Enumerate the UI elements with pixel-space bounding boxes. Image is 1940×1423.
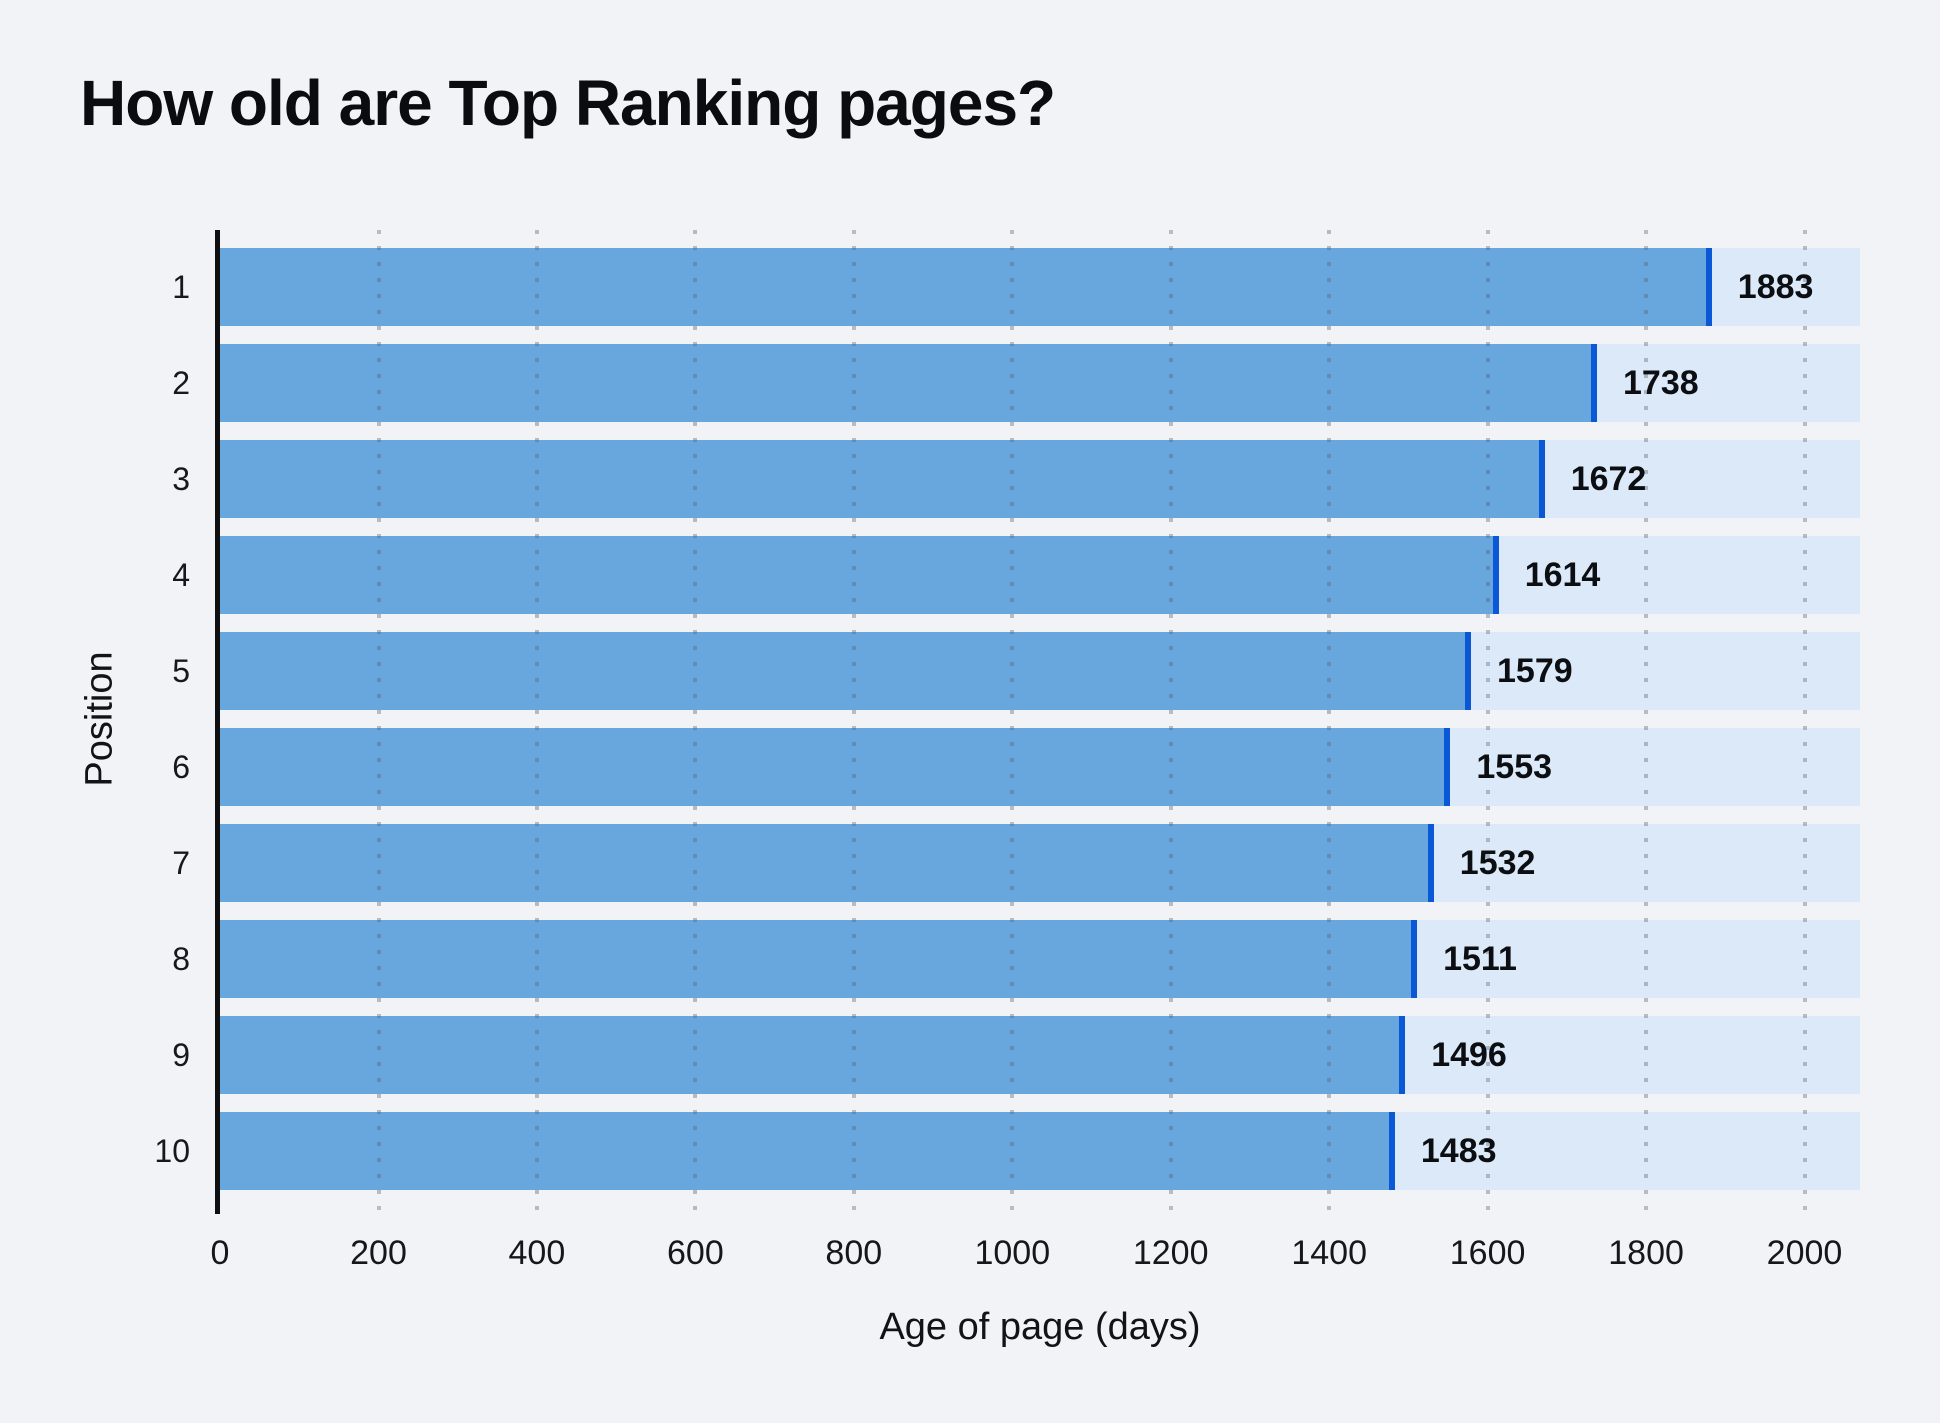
x-tick-label: 1600 xyxy=(1449,1234,1526,1272)
bar xyxy=(220,920,1418,998)
bar-track xyxy=(220,1112,1860,1190)
bar-track xyxy=(220,824,1860,902)
gridline xyxy=(1644,230,1649,1214)
x-tick-label: 1400 xyxy=(1291,1234,1367,1272)
x-tick-label: 1800 xyxy=(1608,1234,1684,1272)
x-tick-label: 2000 xyxy=(1766,1234,1843,1272)
y-tick-label: 10 xyxy=(154,1132,190,1169)
y-tick-label: 7 xyxy=(172,844,190,881)
x-tick-label: 1200 xyxy=(1132,1234,1209,1272)
gridline xyxy=(534,230,539,1214)
x-tick-label: 600 xyxy=(667,1234,724,1272)
gridline xyxy=(1485,230,1490,1214)
bar-value-label: 1511 xyxy=(1443,939,1517,978)
y-tick-label: 9 xyxy=(172,1036,190,1073)
bar-track xyxy=(220,440,1860,518)
bar-value-label: 1553 xyxy=(1476,747,1553,786)
bar-value-label: 1883 xyxy=(1737,267,1814,306)
bar-track xyxy=(220,248,1860,326)
y-tick-label: 8 xyxy=(172,940,190,977)
gridline xyxy=(851,230,856,1214)
gridline xyxy=(1327,230,1332,1214)
x-tick-label: 1000 xyxy=(974,1234,1051,1272)
bar-value-label: 1579 xyxy=(1497,651,1573,690)
x-tick-label: 800 xyxy=(825,1234,883,1272)
chart-title: How old are Top Ranking pages? xyxy=(80,67,1056,139)
bar-track xyxy=(220,920,1860,998)
bar xyxy=(220,728,1451,806)
bar-track xyxy=(220,536,1860,614)
bar-value-label: 1483 xyxy=(1420,1131,1497,1170)
bar xyxy=(220,344,1597,422)
y-tick-label: 4 xyxy=(172,556,190,593)
gridline xyxy=(1802,230,1807,1214)
bar-track xyxy=(220,344,1860,422)
bar-track xyxy=(220,1016,1860,1094)
bar-track xyxy=(220,728,1860,806)
gridline xyxy=(376,230,381,1214)
x-tick-label: 200 xyxy=(350,1234,407,1272)
y-axis-line xyxy=(215,230,220,1214)
bar-track xyxy=(220,632,1860,710)
y-tick-label: 2 xyxy=(172,364,190,401)
x-tick-label: 0 xyxy=(210,1234,230,1272)
bar xyxy=(220,824,1434,902)
x-axis-title: Age of page (days) xyxy=(879,1306,1201,1348)
bar xyxy=(220,536,1499,614)
bar xyxy=(220,1016,1406,1094)
gridline xyxy=(693,230,698,1214)
bar xyxy=(220,440,1545,518)
bar-value-label: 1614 xyxy=(1524,555,1601,594)
bar-value-label: 1672 xyxy=(1570,459,1647,498)
gridline xyxy=(1168,230,1173,1214)
gridline xyxy=(1010,230,1015,1214)
x-tick-label: 400 xyxy=(508,1234,566,1272)
bar-value-label: 1496 xyxy=(1431,1035,1507,1074)
y-tick-label: 6 xyxy=(172,748,190,785)
bar-value-label: 1738 xyxy=(1623,363,1699,402)
bar xyxy=(220,632,1471,710)
y-tick-label: 1 xyxy=(172,268,190,305)
bar xyxy=(220,1112,1395,1190)
bar-value-label: 1532 xyxy=(1459,843,1536,882)
y-tick-label: 3 xyxy=(172,460,190,497)
bar xyxy=(220,248,1712,326)
y-tick-label: 5 xyxy=(172,652,190,689)
